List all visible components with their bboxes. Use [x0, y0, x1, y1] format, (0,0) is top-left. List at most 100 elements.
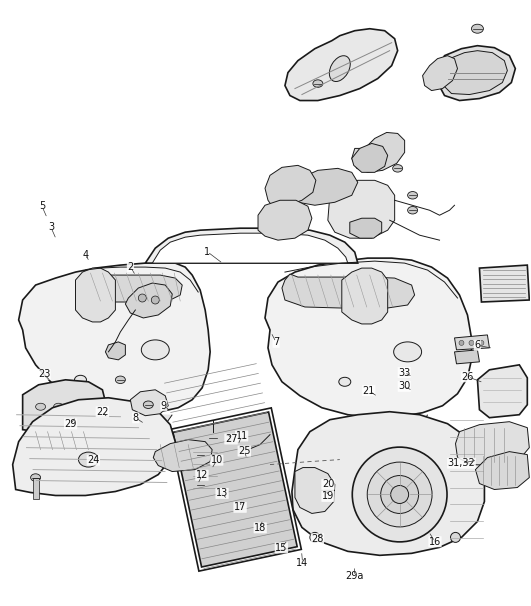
Ellipse shape [151, 296, 159, 304]
Text: 14: 14 [296, 558, 309, 568]
Polygon shape [455, 335, 490, 350]
Polygon shape [228, 447, 238, 462]
Ellipse shape [391, 485, 409, 504]
Ellipse shape [459, 341, 464, 345]
Ellipse shape [74, 375, 87, 384]
Text: 31,32: 31,32 [448, 458, 475, 468]
Text: 33: 33 [398, 367, 410, 378]
Ellipse shape [472, 24, 483, 33]
Ellipse shape [195, 481, 205, 488]
Ellipse shape [329, 56, 350, 82]
Polygon shape [186, 445, 218, 499]
Ellipse shape [408, 207, 417, 214]
Polygon shape [350, 218, 382, 238]
Ellipse shape [313, 80, 323, 87]
Text: 18: 18 [254, 523, 267, 533]
Polygon shape [292, 411, 484, 555]
Polygon shape [32, 478, 39, 499]
Polygon shape [153, 439, 212, 471]
Text: 29: 29 [64, 419, 77, 429]
Text: 10: 10 [211, 455, 223, 465]
Polygon shape [195, 445, 248, 465]
Polygon shape [475, 451, 529, 490]
Polygon shape [265, 165, 316, 210]
FancyBboxPatch shape [173, 412, 297, 567]
Text: 2: 2 [127, 262, 134, 271]
Text: 20: 20 [322, 479, 334, 489]
Text: 8: 8 [133, 413, 139, 423]
Ellipse shape [115, 376, 125, 384]
Polygon shape [152, 233, 348, 263]
Ellipse shape [393, 342, 422, 362]
Ellipse shape [450, 533, 460, 542]
Ellipse shape [139, 294, 147, 302]
Polygon shape [456, 422, 529, 465]
Polygon shape [200, 447, 210, 462]
Text: 27: 27 [225, 434, 237, 444]
Ellipse shape [195, 466, 205, 473]
Text: 16: 16 [429, 537, 441, 547]
Polygon shape [285, 28, 398, 101]
Polygon shape [442, 51, 507, 95]
Text: 13: 13 [216, 488, 228, 498]
Polygon shape [282, 274, 415, 308]
Polygon shape [455, 350, 479, 364]
Ellipse shape [195, 451, 205, 458]
Text: 9: 9 [161, 401, 167, 411]
Text: 17: 17 [234, 502, 246, 512]
Text: 6: 6 [474, 341, 481, 350]
Polygon shape [125, 283, 172, 318]
Ellipse shape [479, 341, 484, 345]
Text: 19: 19 [322, 491, 334, 501]
Polygon shape [145, 228, 358, 263]
Polygon shape [19, 262, 210, 413]
Text: 5: 5 [39, 201, 45, 211]
Polygon shape [328, 181, 395, 238]
Ellipse shape [79, 452, 98, 467]
Text: 15: 15 [275, 543, 288, 553]
Polygon shape [13, 398, 175, 496]
Polygon shape [32, 430, 100, 451]
Text: 23: 23 [38, 369, 50, 379]
Polygon shape [348, 415, 427, 438]
Text: 26: 26 [461, 371, 474, 382]
Text: 1: 1 [204, 247, 210, 256]
Ellipse shape [367, 462, 432, 527]
Polygon shape [295, 468, 335, 513]
Text: 28: 28 [311, 534, 323, 544]
Ellipse shape [381, 476, 418, 513]
Polygon shape [288, 168, 358, 205]
Text: 3: 3 [48, 222, 54, 233]
Ellipse shape [54, 403, 64, 410]
Text: 21: 21 [363, 385, 375, 396]
Text: 4: 4 [82, 250, 89, 259]
Polygon shape [214, 447, 224, 462]
Polygon shape [75, 268, 115, 322]
Polygon shape [23, 380, 106, 431]
Polygon shape [106, 342, 125, 360]
Text: 30: 30 [398, 381, 410, 391]
Ellipse shape [36, 403, 46, 410]
Ellipse shape [339, 378, 351, 386]
Ellipse shape [31, 474, 40, 481]
Polygon shape [423, 56, 458, 90]
Polygon shape [477, 365, 527, 418]
Polygon shape [265, 258, 472, 418]
Polygon shape [130, 390, 168, 416]
Polygon shape [82, 272, 182, 302]
Ellipse shape [141, 340, 169, 360]
Polygon shape [352, 133, 405, 172]
Ellipse shape [207, 433, 219, 442]
Polygon shape [438, 45, 516, 101]
Ellipse shape [143, 401, 153, 408]
Text: 25: 25 [238, 446, 251, 456]
Text: 7: 7 [273, 338, 279, 347]
Polygon shape [342, 268, 388, 324]
Text: 11: 11 [236, 431, 248, 441]
Text: 12: 12 [196, 470, 208, 481]
Polygon shape [258, 200, 312, 240]
Polygon shape [352, 144, 388, 172]
Ellipse shape [408, 191, 417, 199]
Ellipse shape [310, 533, 320, 542]
Ellipse shape [469, 341, 474, 345]
